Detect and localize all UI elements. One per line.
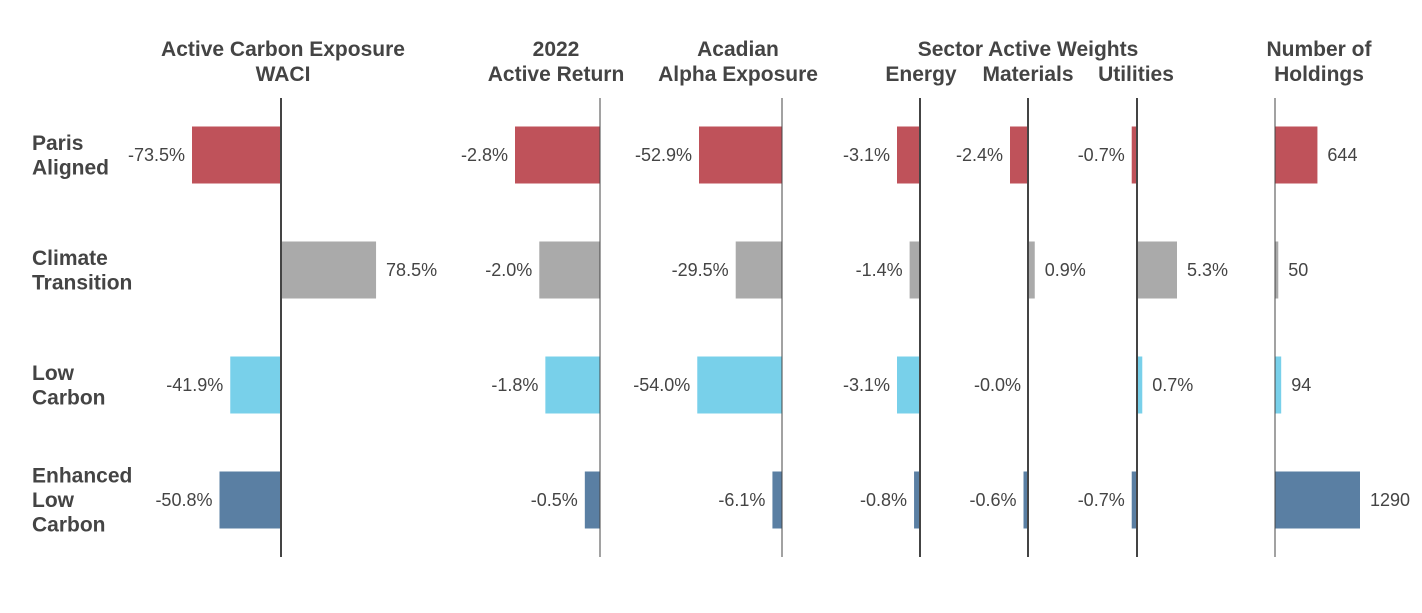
row-label: Carbon	[32, 514, 106, 537]
bar	[515, 126, 600, 184]
panel-title: 2022	[533, 38, 580, 61]
data-label: -50.8%	[155, 490, 212, 510]
bar	[735, 241, 782, 299]
bar	[1275, 241, 1279, 299]
data-label: -0.8%	[860, 490, 907, 510]
bar	[1010, 126, 1028, 184]
panel-title: Holdings	[1274, 63, 1364, 86]
data-label: -73.5%	[128, 145, 185, 165]
panel-title: Active Carbon Exposure	[161, 38, 405, 61]
data-label: 78.5%	[386, 260, 437, 280]
bar	[697, 356, 782, 414]
panel-title: Utilities	[1098, 63, 1174, 86]
data-label: -0.0%	[974, 375, 1021, 395]
row-label: Low	[32, 362, 75, 385]
bar	[897, 356, 920, 414]
data-label: -3.1%	[843, 145, 890, 165]
bar	[1137, 356, 1143, 414]
row-label: Aligned	[32, 156, 109, 179]
row-label: Paris	[32, 132, 83, 155]
data-label: -41.9%	[166, 375, 223, 395]
data-label: -0.5%	[531, 490, 578, 510]
data-label: -3.1%	[843, 375, 890, 395]
panel-title: Active Return	[488, 63, 625, 86]
panel-title: Materials	[982, 63, 1073, 86]
data-label: -1.8%	[491, 375, 538, 395]
data-label: 0.9%	[1045, 260, 1086, 280]
data-label: 1290	[1370, 490, 1410, 510]
data-label: -0.6%	[969, 490, 1016, 510]
bar	[230, 356, 281, 414]
data-label: -2.8%	[461, 145, 508, 165]
bar	[219, 471, 281, 529]
row-label: Low	[32, 489, 75, 512]
bar	[192, 126, 281, 184]
data-label: 0.7%	[1152, 375, 1193, 395]
data-label: -2.0%	[485, 260, 532, 280]
bar	[1275, 471, 1360, 529]
bar	[772, 471, 782, 529]
data-label: -0.7%	[1078, 145, 1125, 165]
data-label: -54.0%	[633, 375, 690, 395]
row-label: Climate	[32, 247, 108, 270]
bar	[584, 471, 600, 529]
data-label: 5.3%	[1187, 260, 1228, 280]
panel-title: Energy	[885, 63, 957, 86]
data-label: -6.1%	[718, 490, 765, 510]
bar	[545, 356, 600, 414]
bar	[1131, 471, 1137, 529]
bar	[1275, 356, 1282, 414]
row-label: Enhanced	[32, 465, 132, 488]
bar	[699, 126, 782, 184]
panel-title: Number of	[1267, 38, 1373, 61]
data-label: -2.4%	[956, 145, 1003, 165]
panel-title: Acadian	[697, 38, 779, 61]
data-label: -0.7%	[1078, 490, 1125, 510]
data-label: -52.9%	[635, 145, 692, 165]
bar	[1137, 241, 1177, 299]
bar	[1023, 471, 1028, 529]
panel-title: WACI	[256, 63, 311, 86]
data-label: 644	[1327, 145, 1357, 165]
data-label: -29.5%	[672, 260, 729, 280]
bar	[1131, 126, 1137, 184]
bar	[897, 126, 920, 184]
bar	[539, 241, 600, 299]
data-label: -1.4%	[856, 260, 903, 280]
data-label: 50	[1288, 260, 1308, 280]
bar	[909, 241, 920, 299]
bar	[1028, 241, 1035, 299]
row-label: Carbon	[32, 386, 106, 409]
panel-title: Alpha Exposure	[658, 63, 818, 86]
sector-active-weights-title: Sector Active Weights	[918, 38, 1139, 61]
bar	[281, 241, 377, 299]
bar	[1275, 126, 1318, 184]
row-label: Transition	[32, 271, 132, 294]
data-label: 94	[1291, 375, 1311, 395]
bar	[914, 471, 920, 529]
